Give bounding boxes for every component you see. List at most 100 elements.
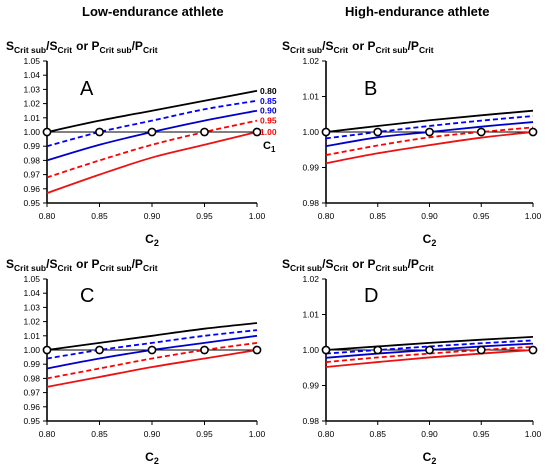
panel-b: 0.98 0.99 1.00 1.01 1.02 0.80 0.85 0.90 0.95 1.00… xyxy=(302,56,541,248)
header-low-endurance: Low-endurance athlete xyxy=(82,4,224,19)
y-label-subscript: Crit sub xyxy=(99,263,131,273)
y-label-part: /S xyxy=(46,39,57,53)
y-tick-label: 1.01 xyxy=(302,310,319,320)
x-label-subscript: 2 xyxy=(154,238,159,248)
y-tick-label: 1.00 xyxy=(302,345,319,355)
y-tick-label: 0.95 xyxy=(23,198,40,208)
x-tick-label: 0.95 xyxy=(473,211,490,221)
y-tick-label: 1.05 xyxy=(23,56,40,66)
x-tick-label: 1.00 xyxy=(525,211,542,221)
x-axis-label: C2 xyxy=(423,232,437,248)
legend-label: 0.80 xyxy=(260,86,277,96)
y-label-part: /P xyxy=(408,257,419,271)
x-axis-label: C2 xyxy=(423,450,437,466)
y-tick-label: 1.01 xyxy=(302,92,319,102)
series-line xyxy=(325,109,534,133)
series-line xyxy=(325,131,534,165)
y-label-part: /P xyxy=(408,39,419,53)
legend-label: 0.95 xyxy=(260,116,277,126)
y-label-subscript: Crit sub xyxy=(14,263,46,273)
y-label-subscript: Crit xyxy=(419,45,434,55)
y-tick-label: 1.02 xyxy=(23,99,40,109)
y-label-subscript: Crit sub xyxy=(290,45,322,55)
y-label-subscript: Crit xyxy=(57,45,72,55)
y-label-subscript: Crit sub xyxy=(99,45,131,55)
x-tick-label: 0.95 xyxy=(473,429,490,439)
data-marker xyxy=(252,127,262,137)
series-line xyxy=(46,322,258,351)
x-tick-label: 0.80 xyxy=(39,211,56,221)
panel-letter: C xyxy=(80,285,94,307)
x-tick-label: 1.00 xyxy=(249,429,266,439)
y-label-part: or P xyxy=(352,257,375,271)
y-label-part: /S xyxy=(46,257,57,271)
x-label-subscript: 2 xyxy=(431,238,436,248)
y-tick-label: 0.99 xyxy=(23,359,40,369)
y-label-part: S xyxy=(282,257,290,271)
y-label-part: or P xyxy=(352,39,375,53)
y-tick-label: 0.95 xyxy=(23,416,40,426)
data-marker xyxy=(42,345,52,355)
x-axis-label: C2 xyxy=(145,232,159,248)
y-label-subscript: Crit sub xyxy=(375,263,407,273)
x-tick-label: 0.80 xyxy=(318,429,335,439)
panel-letter: A xyxy=(80,78,94,100)
x-tick-label: 0.80 xyxy=(39,429,56,439)
data-marker xyxy=(252,345,262,355)
data-marker xyxy=(147,127,157,137)
x-tick-label: 0.95 xyxy=(196,429,213,439)
y-tick-label: 0.98 xyxy=(302,416,319,426)
y-label-subscript: Crit xyxy=(333,263,348,273)
x-tick-label: 0.85 xyxy=(91,211,108,221)
panel-d: 0.98 0.99 1.00 1.01 1.02 0.80 0.85 0.90 0.95 1.00… xyxy=(302,274,541,466)
panel-letter: B xyxy=(364,78,377,100)
x-label-subscript: 2 xyxy=(154,456,159,466)
y-label-part: S xyxy=(6,257,14,271)
y-tick-label: 1.02 xyxy=(302,56,319,66)
y-label-part: S xyxy=(6,39,14,53)
y-label-subscript: Crit xyxy=(333,45,348,55)
legend-label: 0.90 xyxy=(260,106,277,116)
y-tick-label: 0.96 xyxy=(23,402,40,412)
data-marker xyxy=(321,345,331,355)
y-label-part: /S xyxy=(322,39,333,53)
y-tick-label: 0.96 xyxy=(23,184,40,194)
x-axis-label: C2 xyxy=(145,450,159,466)
data-marker xyxy=(373,345,383,355)
y-axis-label: SCrit sub/SCrit or PCrit sub/PCrit xyxy=(282,257,434,273)
data-marker xyxy=(321,127,331,137)
x-tick-label: 0.85 xyxy=(369,211,386,221)
y-label-part: /S xyxy=(322,257,333,271)
y-tick-label: 1.03 xyxy=(23,302,40,312)
y-label-subscript: Crit sub xyxy=(14,45,46,55)
series-line xyxy=(325,335,534,351)
y-label-part: /P xyxy=(132,257,143,271)
y-tick-label: 0.98 xyxy=(23,373,40,383)
data-marker xyxy=(528,345,538,355)
y-tick-label: 1.02 xyxy=(23,317,40,327)
x-tick-label: 0.95 xyxy=(196,211,213,221)
y-tick-label: 1.00 xyxy=(23,345,40,355)
panel-c: 0.95 0.96 0.97 0.98 0.99 1.00 1.01 1.02 1.03 1.04… xyxy=(23,274,265,466)
y-label-subscript: Crit xyxy=(143,263,158,273)
series-line xyxy=(46,131,258,194)
data-marker xyxy=(476,345,486,355)
x-label-main: C xyxy=(145,232,154,246)
y-label-part: or P xyxy=(76,257,99,271)
data-marker xyxy=(42,127,52,137)
series-line xyxy=(325,126,534,156)
series-line xyxy=(325,339,534,355)
series-line xyxy=(325,349,534,368)
data-marker xyxy=(95,345,104,355)
y-label-subscript: Crit sub xyxy=(290,263,322,273)
y-tick-label: 1.04 xyxy=(23,288,40,298)
x-label-main: C xyxy=(145,450,154,464)
data-marker xyxy=(528,127,538,137)
x-tick-label: 0.90 xyxy=(144,211,161,221)
y-label-subscript: Crit sub xyxy=(375,45,407,55)
data-marker xyxy=(200,127,209,137)
panel-letter: D xyxy=(364,285,378,307)
y-tick-label: 0.97 xyxy=(23,388,40,398)
